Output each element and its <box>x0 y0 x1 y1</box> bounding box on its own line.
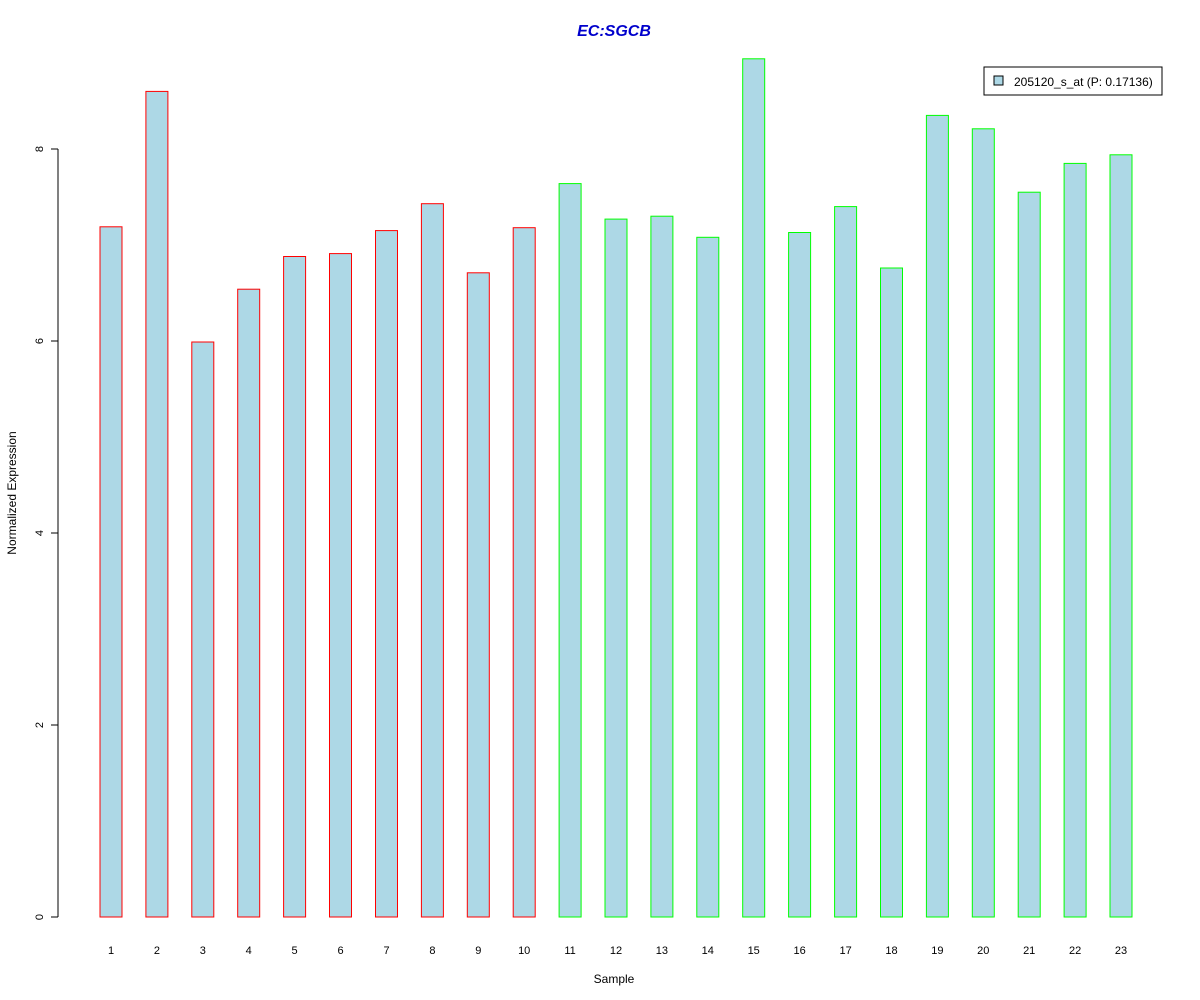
x-tick-label: 23 <box>1115 945 1127 957</box>
legend-box <box>983 66 1163 96</box>
x-tick-label: 5 <box>292 945 298 957</box>
x-axis-label: Sample <box>594 972 635 986</box>
x-tick-label: 16 <box>793 945 805 957</box>
x-tick-label: 19 <box>931 945 943 957</box>
y-tick-label: 4 <box>34 530 46 536</box>
x-tick-label: 22 <box>1069 945 1081 957</box>
bar-sample-8 <box>420 203 444 918</box>
chart-title: EC:SGCB <box>577 23 651 40</box>
bar-sample-23 <box>1109 154 1133 918</box>
x-tick-label: 13 <box>656 945 668 957</box>
x-tick-label: 6 <box>337 945 343 957</box>
bar-sample-11 <box>558 183 582 918</box>
x-tick-label: 20 <box>977 945 989 957</box>
legend-swatch <box>993 75 1004 86</box>
bar-sample-6 <box>329 253 352 918</box>
bar-sample-15 <box>742 58 766 918</box>
bar-sample-13 <box>650 215 674 918</box>
x-tick-label: 1 <box>108 945 114 957</box>
bar-sample-9 <box>466 272 490 918</box>
legend: 205120_s_at (P: 0.17136) <box>983 66 1163 96</box>
bar-sample-2 <box>145 90 169 918</box>
x-tick-label: 8 <box>429 945 435 957</box>
x-tick-label: 11 <box>564 945 575 957</box>
x-tick-label: 17 <box>839 945 851 957</box>
y-tick-label: 6 <box>34 338 46 344</box>
x-tick-label: 3 <box>200 945 206 957</box>
x-tick-label: 4 <box>246 945 252 957</box>
y-axis: 0 2 4 6 8 <box>34 146 59 920</box>
x-tick-label: 10 <box>518 945 530 957</box>
bar-sample-12 <box>604 218 628 918</box>
bar-sample-4 <box>237 288 261 918</box>
bar-sample-19 <box>925 114 949 918</box>
bar-sample-5 <box>283 256 307 918</box>
x-tick-label: 14 <box>702 945 714 957</box>
bar-sample-17 <box>834 206 858 918</box>
bar-sample-14 <box>696 236 720 918</box>
legend-label: 205120_s_at (P: 0.17136) <box>1014 75 1153 89</box>
x-tick-labels: 1 2 3 4 5 6 7 8 9 10 11 12 13 14 15 16 17 18 19 20 21 22 23 <box>108 945 1127 957</box>
bars <box>99 58 1133 918</box>
bar-sample-20 <box>971 128 995 918</box>
x-tick-label: 2 <box>154 945 160 957</box>
x-tick-label: 18 <box>885 945 897 957</box>
y-axis-label: Normalized Expression <box>5 431 19 554</box>
bar-sample-7 <box>375 230 398 918</box>
x-tick-label: 12 <box>610 945 622 957</box>
bar-sample-1 <box>99 226 123 918</box>
y-tick-label: 0 <box>34 914 46 920</box>
bar-sample-10 <box>512 227 536 918</box>
bar-sample-22 <box>1063 162 1087 918</box>
x-tick-label: 9 <box>475 945 481 957</box>
bar-sample-18 <box>880 267 903 918</box>
bar-sample-21 <box>1017 191 1041 918</box>
bar-sample-16 <box>788 232 812 918</box>
x-tick-label: 7 <box>383 945 389 957</box>
y-tick-label: 8 <box>34 146 46 152</box>
x-tick-label: 21 <box>1023 945 1035 957</box>
bar-sample-3 <box>191 341 215 918</box>
y-tick-label: 2 <box>34 722 46 728</box>
x-tick-label: 15 <box>748 945 760 957</box>
